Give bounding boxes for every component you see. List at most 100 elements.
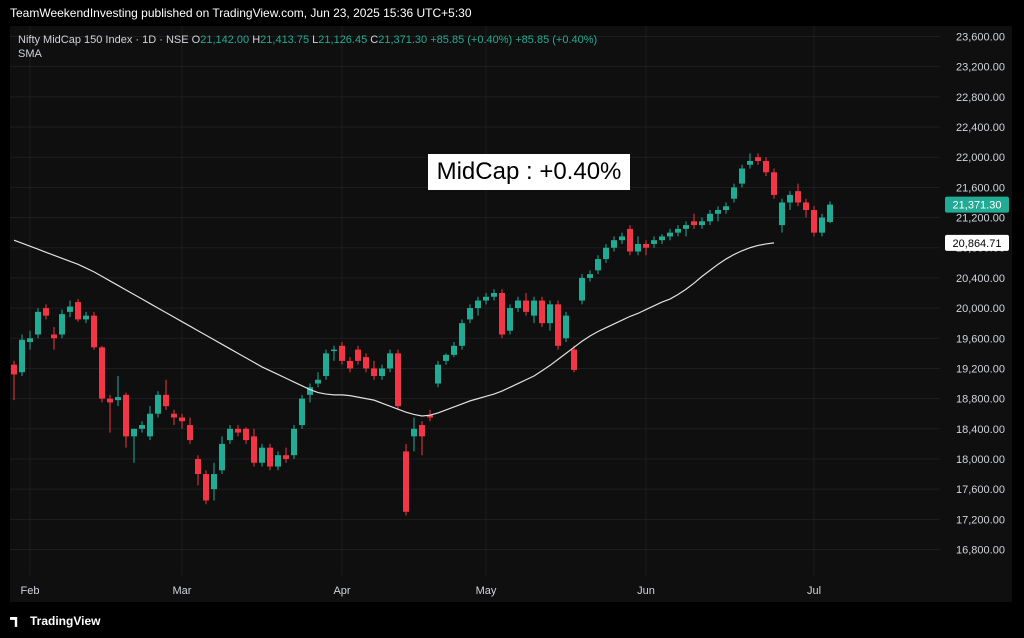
- candle-body: [771, 172, 777, 195]
- candle-body: [83, 315, 89, 320]
- candle-body: [587, 274, 593, 278]
- y-tick-label: 20,400.00: [956, 273, 1005, 285]
- candle-body: [155, 394, 161, 414]
- close-label: C: [370, 34, 379, 46]
- low-label: L: [312, 34, 319, 46]
- y-tick-label: 21,600.00: [956, 182, 1005, 194]
- y-tick-label: 21,200.00: [956, 213, 1005, 225]
- candle-body: [659, 236, 665, 241]
- candle-body: [379, 368, 385, 376]
- candle-body: [171, 413, 177, 418]
- candle-body: [523, 300, 529, 312]
- y-tick-label: 16,800.00: [956, 545, 1005, 557]
- y-tick-label: 22,000.00: [956, 152, 1005, 164]
- x-tick-label: Mar: [173, 585, 192, 597]
- candle-body: [291, 428, 297, 456]
- candle-body: [435, 364, 441, 384]
- candle-body: [467, 308, 473, 320]
- candle-body: [91, 315, 97, 348]
- candle-body: [451, 345, 457, 355]
- candle-body: [299, 398, 305, 426]
- midcap-annotation: MidCap : +0.40%: [428, 154, 630, 190]
- y-tick-label: 20,000.00: [956, 303, 1005, 315]
- candle-body: [163, 394, 169, 407]
- candle-body: [51, 334, 57, 339]
- candle-body: [515, 300, 521, 309]
- y-tick-label: 17,200.00: [956, 514, 1005, 526]
- candle-body: [459, 323, 465, 346]
- candle-body: [739, 168, 745, 184]
- candle-body: [107, 398, 113, 403]
- candle-body: [307, 387, 313, 395]
- candle-body: [507, 308, 513, 331]
- y-tick-label: 17,600.00: [956, 484, 1005, 496]
- symbol-legend: Nifty MidCap 150 Index · 1D · NSE O21,14…: [18, 34, 597, 60]
- symbol-name[interactable]: Nifty MidCap 150 Index · 1D · NSE: [18, 34, 189, 46]
- candle-body: [731, 187, 737, 199]
- tradingview-icon: [10, 616, 18, 627]
- candle-body: [211, 474, 217, 490]
- candle-body: [619, 236, 625, 241]
- low-value: 21,126.45: [318, 34, 368, 46]
- publisher-line: TeamWeekendInvesting published on Tradin…: [0, 0, 1024, 26]
- candle-body: [827, 204, 833, 222]
- candle-body: [347, 360, 353, 369]
- candle-body: [419, 425, 425, 437]
- candle-body: [403, 451, 409, 512]
- candle-body: [571, 349, 577, 370]
- candle-body: [115, 397, 121, 401]
- candle-body: [635, 243, 641, 252]
- candle-body: [267, 447, 273, 467]
- candle-body: [611, 240, 617, 248]
- candle-body: [235, 428, 241, 433]
- candle-body: [427, 415, 433, 418]
- candle-body: [283, 455, 289, 459]
- candle-body: [651, 240, 657, 244]
- candle-body: [819, 217, 825, 233]
- candle-body: [531, 300, 537, 316]
- y-tick-label: 19,200.00: [956, 363, 1005, 375]
- candle-body: [331, 349, 337, 352]
- candle-body: [387, 353, 393, 369]
- y-tick-label: 18,000.00: [956, 454, 1005, 466]
- candle-body: [443, 354, 449, 361]
- candle-body: [627, 228, 633, 252]
- candle-body: [715, 210, 721, 214]
- candle-body: [251, 436, 257, 463]
- change-value-2: +85.85 (+0.40%): [515, 34, 598, 46]
- candle-body: [147, 413, 153, 437]
- candle-body: [747, 160, 753, 165]
- y-tick-label: 23,600.00: [956, 32, 1005, 44]
- candle-body: [35, 311, 41, 335]
- candle-body: [411, 428, 417, 437]
- last-price-label: 21,371.30: [953, 200, 1002, 212]
- x-tick-label: Apr: [333, 585, 350, 597]
- x-tick-label: Jul: [807, 585, 821, 597]
- candle-body: [203, 474, 209, 501]
- candle-body: [43, 308, 49, 316]
- candle-body: [683, 225, 689, 229]
- y-tick-label: 19,600.00: [956, 333, 1005, 345]
- open-value: 21,142.00: [200, 34, 250, 46]
- x-tick-label: Feb: [21, 585, 40, 597]
- candle-body: [779, 202, 785, 226]
- candle-body: [275, 455, 281, 467]
- candle-body: [539, 300, 545, 324]
- candle-body: [475, 300, 481, 309]
- candle-body: [787, 194, 793, 203]
- candle-body: [323, 353, 329, 376]
- candle-body: [555, 304, 561, 346]
- candle-body: [339, 345, 345, 361]
- candle-body: [795, 191, 801, 203]
- candle-body: [179, 417, 185, 422]
- tradingview-logo[interactable]: TradingView: [10, 614, 100, 628]
- candle-body: [187, 425, 193, 441]
- candle-body: [219, 443, 225, 471]
- candle-body: [595, 259, 601, 271]
- indicator-sma-label[interactable]: SMA: [18, 48, 42, 60]
- change-value: +85.85 (+0.40%): [430, 34, 513, 46]
- x-tick-label: Jun: [637, 585, 655, 597]
- candle-body: [755, 157, 761, 161]
- y-tick-label: 22,400.00: [956, 122, 1005, 134]
